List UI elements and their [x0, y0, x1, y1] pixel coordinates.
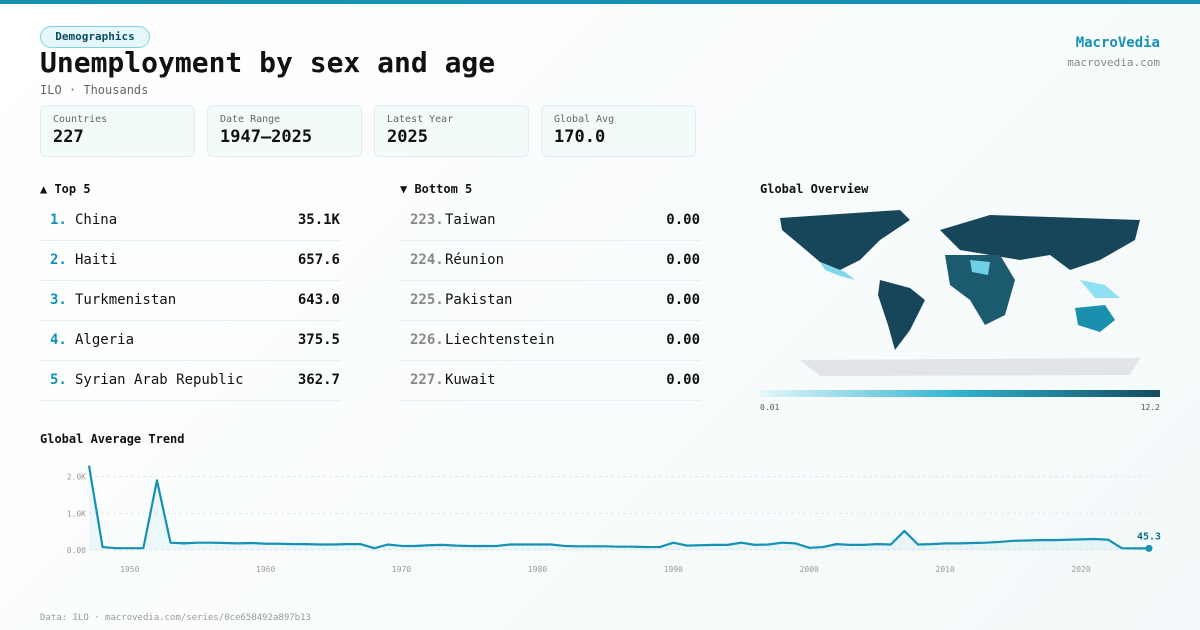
country: Syrian Arab Republic — [75, 372, 244, 388]
continent — [780, 210, 910, 270]
brand[interactable]: MacroVedia — [1075, 35, 1160, 51]
end-point — [1145, 544, 1153, 552]
rank: 223. — [410, 212, 444, 228]
stat-value: 170.0 — [554, 127, 606, 147]
antarctica — [800, 358, 1140, 376]
stat-card: Countries 227 — [40, 105, 195, 157]
rank: 1. — [50, 212, 67, 228]
scale-min: 0.01 — [760, 403, 779, 412]
continent — [1080, 280, 1120, 298]
value: 362.7 — [297, 372, 340, 388]
continent — [940, 215, 1140, 270]
list-row: 5. Syrian Arab Republic 362.7 — [40, 360, 340, 401]
rank: 5. — [50, 372, 67, 388]
list-row: 1. China 35.1K — [40, 200, 340, 241]
x-tick-label: 1970 — [392, 565, 411, 574]
area — [89, 465, 1149, 550]
stat-value: 1947–2025 — [220, 127, 313, 147]
site: macrovedia.com — [1067, 56, 1160, 69]
list-row: 2. Haiti 657.6 — [40, 240, 340, 281]
page-title: Unemployment by sex and age — [40, 46, 496, 79]
footer: Data: ILO · macrovedia.com/series/0ce658… — [40, 613, 311, 623]
x-tick-label: 1950 — [120, 565, 139, 574]
list-row: 3. Turkmenistan 643.0 — [40, 280, 340, 321]
chart-title: Global Average Trend — [40, 432, 185, 446]
category-tag[interactable]: Demographics — [40, 26, 150, 48]
x-tick-label: 1980 — [528, 565, 547, 574]
country: Réunion — [445, 252, 505, 268]
rank: 4. — [50, 332, 67, 348]
x-tick-label: 2010 — [936, 565, 955, 574]
continent — [820, 262, 855, 280]
country: Pakistan — [445, 292, 513, 308]
top-bar — [0, 0, 1200, 4]
list-row: 4. Algeria 375.5 — [40, 320, 340, 361]
x-tick-label: 1990 — [664, 565, 683, 574]
value: 643.0 — [297, 292, 340, 308]
rank: 225. — [410, 292, 444, 308]
country: China — [75, 212, 118, 228]
list-row: 226. Liechtenstein 0.00 — [400, 320, 700, 361]
world-map: 0.01 12.2 — [760, 210, 1160, 412]
country: Liechtenstein — [445, 332, 555, 348]
continent — [970, 260, 990, 275]
color-scale — [760, 390, 1160, 397]
list-title: ▼ Bottom 5 — [400, 182, 473, 196]
subtitle: ILO · Thousands — [40, 83, 149, 97]
value: 375.5 — [297, 332, 340, 348]
stat-value: 227 — [53, 127, 84, 147]
country: Algeria — [75, 332, 135, 348]
rank: 3. — [50, 292, 67, 308]
y-tick-label: 1.0K — [67, 509, 86, 518]
country: Taiwan — [445, 212, 496, 228]
list-title: ▲ Top 5 — [40, 182, 91, 196]
stat-card: Latest Year 2025 — [374, 105, 529, 157]
y-tick-label: 0.00 — [67, 546, 86, 555]
country: Turkmenistan — [75, 292, 177, 308]
country: Haiti — [75, 252, 118, 268]
list-row: 223. Taiwan 0.00 — [400, 200, 700, 241]
list-row: 225. Pakistan 0.00 — [400, 280, 700, 321]
value: 35.1K — [297, 212, 340, 228]
continent — [878, 280, 925, 350]
rank: 224. — [410, 252, 444, 268]
x-tick-label: 2020 — [1071, 565, 1090, 574]
value: 0.00 — [666, 332, 700, 348]
stat-card: Date Range 1947–2025 — [207, 105, 362, 157]
continent — [945, 255, 1015, 325]
value: 0.00 — [666, 372, 700, 388]
chart: 0.00 1.0K 2.0K 1950 1960 1970 1980 1990 2000 2010… — [67, 465, 1161, 574]
value: 0.00 — [666, 212, 700, 228]
value: 0.00 — [666, 252, 700, 268]
list-row: 224. Réunion 0.00 — [400, 240, 700, 281]
rank: 2. — [50, 252, 67, 268]
list-row: 227. Kuwait 0.00 — [400, 360, 700, 401]
y-tick-label: 2.0K — [67, 473, 86, 482]
stat-label: Latest Year — [387, 114, 454, 125]
stat-label: Date Range — [220, 114, 281, 125]
value: 0.00 — [666, 292, 700, 308]
rank: 227. — [410, 372, 444, 388]
map-title: Global Overview — [760, 182, 869, 196]
line — [87, 465, 1150, 550]
scale-max: 12.2 — [1141, 403, 1160, 412]
x-tick-label: 1960 — [256, 565, 275, 574]
x-tick-label: 2000 — [800, 565, 819, 574]
stat-card: Global Avg 170.0 — [541, 105, 696, 157]
value: 657.6 — [297, 252, 340, 268]
continent — [1075, 305, 1115, 332]
stat-label: Global Avg — [554, 114, 615, 125]
stat-value: 2025 — [387, 127, 428, 147]
stat-label: Countries — [53, 114, 108, 125]
country: Kuwait — [445, 372, 496, 388]
rank: 226. — [410, 332, 444, 348]
end-label: 45.3 — [1137, 531, 1161, 542]
